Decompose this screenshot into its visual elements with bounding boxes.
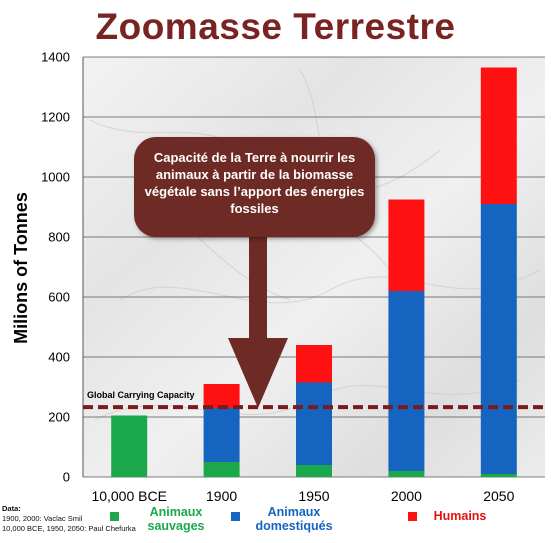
- bar-segment-0: [111, 415, 148, 477]
- legend-swatch-humans: [408, 512, 417, 521]
- credits-heading: Data:: [2, 504, 21, 513]
- callout-arrow: [228, 236, 288, 408]
- legend-swatch-wild: [110, 512, 119, 521]
- bar-segment-0: [203, 462, 240, 477]
- x-tick-label: 10,000 BCE: [91, 488, 167, 504]
- bar-segment-1: [388, 291, 425, 471]
- arrow-shaft: [249, 236, 267, 340]
- x-tick-label: 1900: [206, 488, 237, 504]
- carrying-capacity-line: Global Carrying Capacity: [83, 390, 545, 410]
- bars-group: [111, 67, 517, 477]
- bar-segment-1: [480, 204, 517, 474]
- y-tick-label: 0: [63, 470, 70, 485]
- y-axis-label: Milions of Tonnes: [11, 192, 31, 344]
- x-tick-label: 2000: [391, 488, 422, 504]
- y-tick-label: 200: [48, 410, 70, 425]
- bar-segment-2: [296, 345, 332, 383]
- y-tick-label: 1200: [41, 110, 70, 125]
- x-tick-label: 1950: [298, 488, 329, 504]
- bar-segment-1: [203, 408, 240, 462]
- data-credits: Data: 1900, 2000: Vaclac Smil 10,000 BCE…: [2, 504, 136, 534]
- legend-label-humans: Humains: [433, 509, 487, 523]
- credits-line-1: 1900, 2000: Vaclac Smil: [2, 514, 83, 523]
- arrow-head: [228, 338, 288, 408]
- legend-label-domestic: Animaux domestiqués: [255, 505, 333, 533]
- y-tick-label: 600: [48, 290, 70, 305]
- annotation-callout: Capacité de la Terre à nourrir les anima…: [134, 137, 375, 237]
- y-tick-label: 800: [48, 230, 70, 245]
- bar-segment-2: [480, 67, 517, 204]
- bar-segment-2: [388, 199, 425, 291]
- bar-segment-0: [388, 471, 425, 477]
- bar-segment-1: [296, 382, 332, 465]
- marble-vein: [119, 269, 541, 304]
- legend-label-wild: Animaux sauvages: [147, 505, 205, 533]
- credits-line-2: 10,000 BCE, 1950, 2050: Paul Chefurka: [2, 524, 136, 533]
- legend-swatch-domestic: [231, 512, 240, 521]
- bar-segment-0: [480, 474, 517, 477]
- bar-segment-0: [296, 465, 332, 477]
- bar-segment-2: [203, 384, 240, 408]
- y-tick-label: 1400: [41, 50, 70, 65]
- y-tick-label: 400: [48, 350, 70, 365]
- x-axis: 10,000 BCE 1900 1950 2000 2050: [91, 488, 514, 504]
- x-tick-label: 2050: [483, 488, 514, 504]
- y-tick-label: 1000: [41, 170, 70, 185]
- y-axis: 0 200 400 600 800 1000 1200 1400: [41, 50, 84, 485]
- reference-line-label: Global Carrying Capacity: [87, 390, 195, 400]
- chart-title: Zoomasse Terrestre: [95, 6, 456, 47]
